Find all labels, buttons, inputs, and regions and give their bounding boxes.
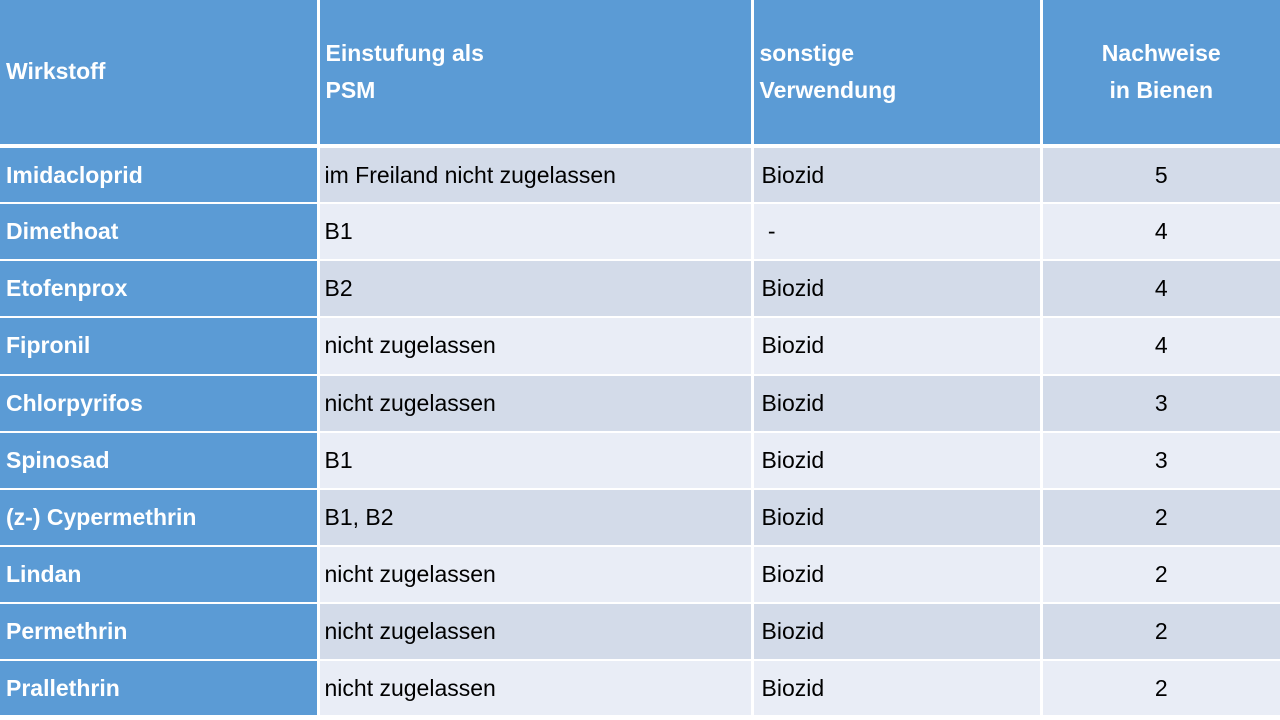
data-cell: nicht zugelassen: [316, 373, 754, 433]
table-row: Permethrin nicht zugelassen Biozid 2: [0, 602, 1280, 662]
row-header-substance: Chlorpyrifos: [0, 373, 320, 433]
row-header-substance: Etofenprox: [0, 259, 320, 319]
data-cell: im Freiland nicht zugelassen: [316, 144, 754, 205]
table-row: (z-) Cypermethrin B1, B2 Biozid 2: [0, 487, 1280, 547]
row-header-substance: Spinosad: [0, 430, 320, 490]
row-header-substance: Lindan: [0, 544, 320, 605]
data-cell: 4: [1039, 316, 1280, 376]
table-row: Lindan nicht zugelassen Biozid 2: [0, 544, 1280, 605]
data-cell: 5: [1039, 144, 1280, 205]
data-cell: Biozid: [750, 144, 1043, 205]
row-header-substance: Prallethrin: [0, 659, 320, 720]
column-header-wirkstoff: Wirkstoff: [0, 0, 320, 148]
row-header-substance: Imidacloprid: [0, 144, 320, 205]
row-header-substance: Fipronil: [0, 316, 320, 376]
data-cell: 3: [1039, 373, 1280, 433]
data-cell: Biozid: [750, 259, 1043, 319]
data-cell: 2: [1039, 602, 1280, 662]
data-cell: 2: [1039, 544, 1280, 605]
data-cell: -: [750, 202, 1043, 262]
data-cell: Biozid: [750, 430, 1043, 490]
table-row: Prallethrin nicht zugelassen Biozid 2: [0, 659, 1280, 720]
column-header-nachweise-in-bienen: Nachweise in Bienen: [1039, 0, 1280, 148]
table-row: Etofenprox B2 Biozid 4: [0, 259, 1280, 319]
data-cell: 2: [1039, 487, 1280, 547]
row-header-substance: Dimethoat: [0, 202, 320, 262]
data-cell: 4: [1039, 259, 1280, 319]
data-cell: Biozid: [750, 487, 1043, 547]
data-cell: 2: [1039, 659, 1280, 720]
table-row: Chlorpyrifos nicht zugelassen Biozid 3: [0, 373, 1280, 433]
table-header: Wirkstoff Einstufung als PSM sonstige Ve…: [0, 0, 1280, 148]
data-cell: Biozid: [750, 373, 1043, 433]
column-header-sonstige-verwendung: sonstige Verwendung: [750, 0, 1043, 148]
data-cell: B1: [316, 202, 754, 262]
data-cell: Biozid: [750, 659, 1043, 720]
data-cell: Biozid: [750, 602, 1043, 662]
row-header-substance: Permethrin: [0, 602, 320, 662]
table-row: Spinosad B1 Biozid 3: [0, 430, 1280, 490]
data-cell: B1: [316, 430, 754, 490]
data-cell: Biozid: [750, 316, 1043, 376]
table-body: Imidacloprid im Freiland nicht zugelassen…: [0, 144, 1280, 720]
data-cell: Biozid: [750, 544, 1043, 605]
table-header-row: Wirkstoff Einstufung als PSM sonstige Ve…: [0, 0, 1280, 148]
column-header-einstufung-als-psm: Einstufung als PSM: [316, 0, 754, 148]
data-cell: nicht zugelassen: [316, 659, 754, 720]
data-cell: nicht zugelassen: [316, 544, 754, 605]
data-cell: 4: [1039, 202, 1280, 262]
data-cell: 3: [1039, 430, 1280, 490]
data-cell: B2: [316, 259, 754, 319]
table-row: Fipronil nicht zugelassen Biozid 4: [0, 316, 1280, 376]
data-cell: nicht zugelassen: [316, 316, 754, 376]
data-cell: nicht zugelassen: [316, 602, 754, 662]
data-cell: B1, B2: [316, 487, 754, 547]
table-row: Dimethoat B1 -4: [0, 202, 1280, 262]
row-header-substance: (z-) Cypermethrin: [0, 487, 320, 547]
table-row: Imidacloprid im Freiland nicht zugelassen…: [0, 144, 1280, 205]
